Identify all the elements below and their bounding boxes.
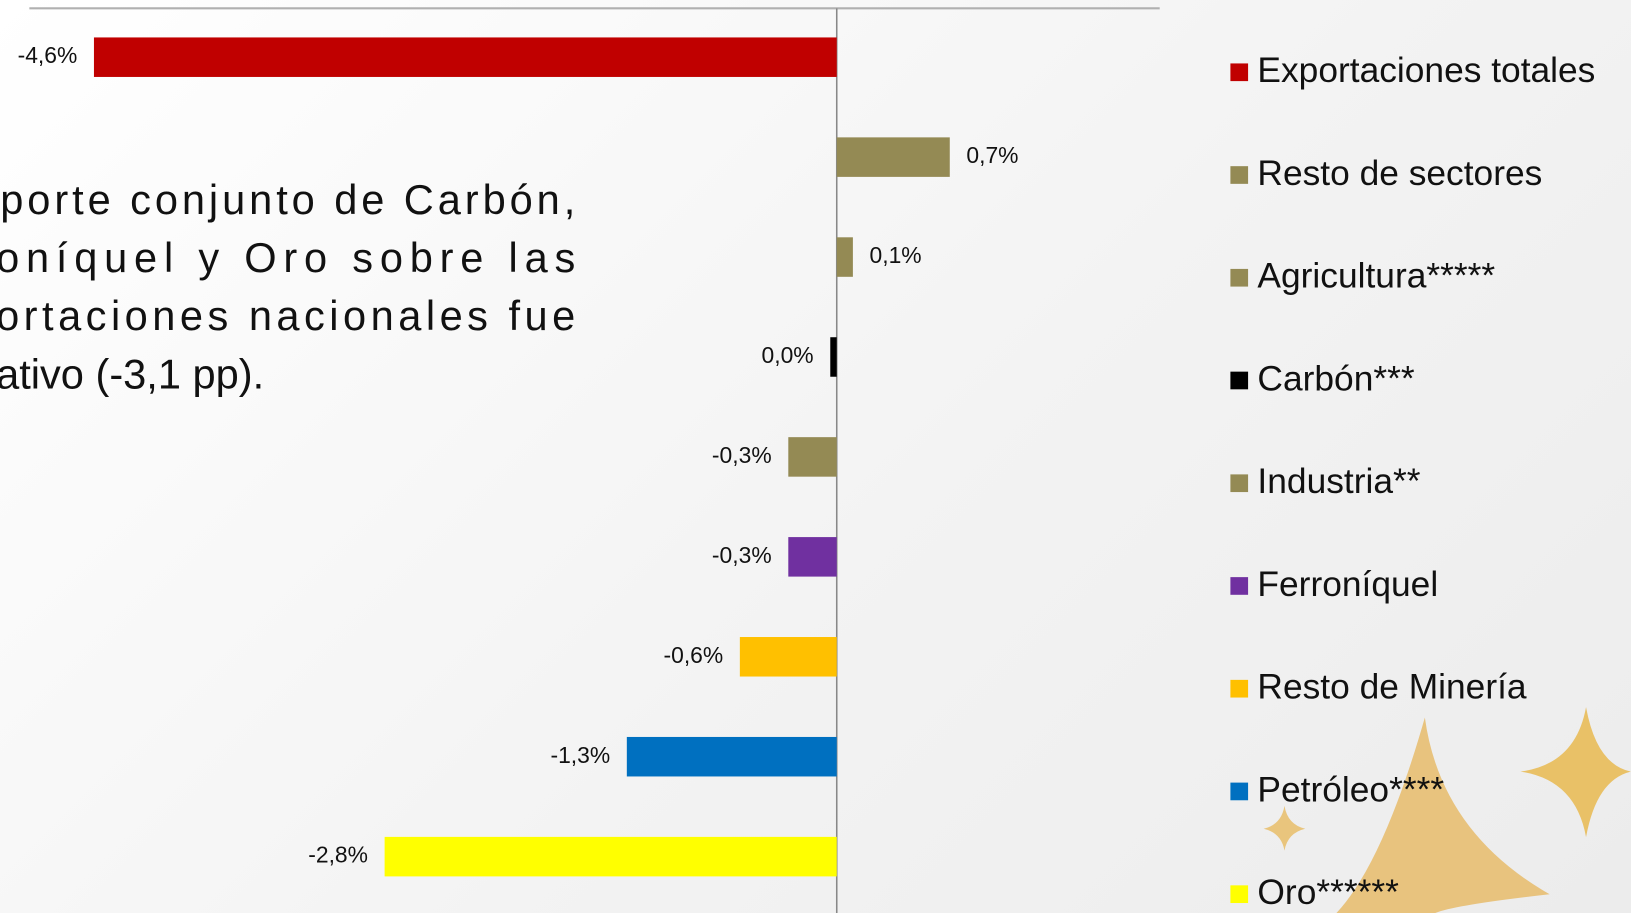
data-label: -2,8%	[308, 842, 368, 868]
legend-swatch	[1230, 371, 1249, 390]
legend-swatch	[1230, 166, 1249, 184]
data-label: -0,3%	[712, 542, 772, 568]
legend-label: Agricultura*****	[1257, 257, 1495, 296]
legend-label: Industria**	[1257, 462, 1420, 501]
bar	[836, 137, 950, 177]
legend-swatch	[1230, 885, 1249, 904]
annotation-line: ortaciones nacionales fue	[0, 292, 575, 339]
legend-swatch	[1230, 268, 1249, 287]
data-label: 0,0%	[762, 342, 814, 368]
data-label: 0,1%	[870, 242, 922, 268]
data-label: -4,6%	[18, 42, 78, 68]
bar	[384, 836, 837, 877]
legend-label: Petróleo****	[1257, 770, 1444, 809]
legend-label: Ferroníquel	[1257, 565, 1438, 604]
bar	[739, 637, 837, 677]
bar	[626, 736, 837, 777]
data-label: -1,3%	[550, 742, 610, 768]
bar	[788, 537, 837, 577]
annotation-line: porte conjunto de Carbón,	[0, 176, 575, 223]
data-label: -0,6%	[664, 642, 724, 668]
bar	[836, 237, 853, 277]
bar	[830, 337, 837, 377]
data-label: -0,3%	[712, 442, 772, 468]
decoration	[1263, 707, 1631, 913]
legend-label: Resto de sectores	[1257, 154, 1542, 193]
legend-swatch	[1230, 577, 1249, 595]
legend-swatch	[1230, 474, 1249, 493]
legend-label: Resto de Minería	[1257, 668, 1526, 707]
annotation-line: ativo (-3,1 pp).	[0, 350, 264, 397]
bar	[788, 437, 837, 477]
legend-swatch	[1230, 679, 1249, 698]
legend-label: Oro******	[1257, 873, 1399, 912]
legend-swatch	[1230, 782, 1249, 801]
legend-swatch	[1230, 63, 1249, 82]
bar	[93, 37, 837, 77]
legend-label: Exportaciones totales	[1257, 51, 1595, 90]
data-label: 0,7%	[966, 142, 1018, 168]
legend-label: Carbón***	[1257, 359, 1414, 398]
annotation-line: oníquel y Oro sobre las	[0, 234, 575, 281]
